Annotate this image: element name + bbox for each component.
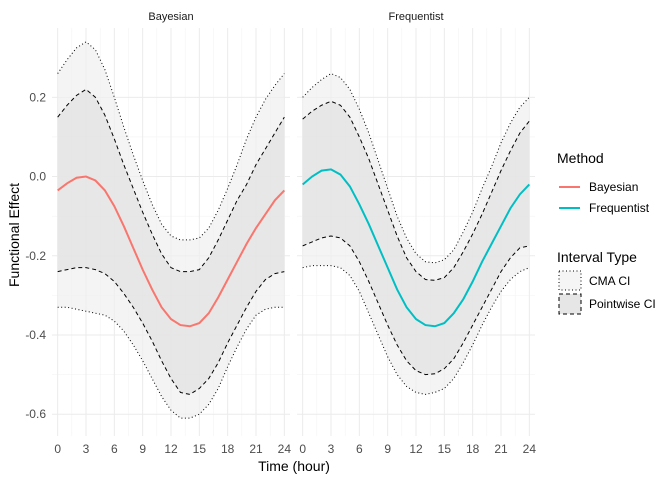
x-tick-label: 9 bbox=[384, 442, 391, 456]
legend-bayesian-label: Bayesian bbox=[589, 180, 638, 194]
panel-bayesian: Bayesian 0 3 6 9 12 15 18 21 24 bbox=[52, 11, 291, 456]
panel-frequentist: Frequentist 0 3 6 9 12 15 18 21 24 bbox=[297, 11, 536, 456]
y-axis-title: Functional Effect bbox=[6, 183, 22, 287]
x-tick-label: 15 bbox=[193, 442, 207, 456]
legend-cma-label: CMA CI bbox=[589, 274, 630, 288]
estimate-line-bayesian bbox=[57, 175, 286, 328]
facet-label-frequentist: Frequentist bbox=[388, 11, 443, 23]
facet-label-bayesian: Bayesian bbox=[148, 11, 193, 23]
x-tick-label: 21 bbox=[494, 442, 508, 456]
pointwise-ci-upper-bayesian bbox=[57, 88, 285, 273]
x-tick-label: 3 bbox=[83, 442, 90, 456]
x-tick-label: 12 bbox=[409, 442, 423, 456]
legend-frequentist-label: Frequentist bbox=[589, 201, 650, 215]
x-tick-label: 6 bbox=[356, 442, 363, 456]
x-tick-label: 12 bbox=[164, 442, 178, 456]
x-tick-label: 0 bbox=[299, 442, 306, 456]
estimate-line-frequentist bbox=[302, 168, 531, 328]
y-tick-label: -0.2 bbox=[25, 249, 46, 263]
x-tick-label: 3 bbox=[328, 442, 335, 456]
pointwise-ci-band-frequentist bbox=[302, 101, 530, 375]
pointwise-ci-lower-frequentist bbox=[302, 235, 530, 376]
x-axis-title: Time (hour) bbox=[258, 458, 330, 474]
x-tick-label: 21 bbox=[249, 442, 263, 456]
pointwise-ci-lower-bayesian bbox=[57, 267, 285, 395]
x-tick-label: 18 bbox=[221, 442, 235, 456]
x-tick-label: 18 bbox=[466, 442, 480, 456]
y-tick-label: -0.4 bbox=[25, 328, 46, 342]
x-tick-label: 6 bbox=[111, 442, 118, 456]
facet-panels: Bayesian 0 3 6 9 12 15 18 21 24 Frequentist 0 3 6 9 12 1… bbox=[25, 11, 536, 456]
x-tick-label: 9 bbox=[139, 442, 146, 456]
legend-method-title: Method bbox=[557, 150, 604, 166]
y-tick-label: -0.6 bbox=[25, 407, 46, 421]
y-tick-label: 0.2 bbox=[29, 90, 46, 104]
cma-ci-lower-bayesian bbox=[57, 306, 285, 419]
legend-pointwise-label: Pointwise CI bbox=[589, 297, 656, 311]
x-tick-label: 0 bbox=[54, 442, 61, 456]
y-tick-label: 0.0 bbox=[29, 170, 46, 184]
x-tick-label: 24 bbox=[278, 442, 292, 456]
legend-interval-title: Interval Type bbox=[557, 249, 637, 265]
x-tick-label: 15 bbox=[438, 442, 452, 456]
pointwise-ci-band-bayesian bbox=[57, 89, 285, 395]
x-tick-label: 24 bbox=[523, 442, 537, 456]
legend-cma-swatch bbox=[558, 270, 582, 291]
legend: Method Bayesian Frequentist Interval Typ… bbox=[557, 150, 656, 315]
pointwise-ci-upper-frequentist bbox=[302, 100, 530, 281]
legend-pointwise-swatch bbox=[558, 293, 582, 315]
